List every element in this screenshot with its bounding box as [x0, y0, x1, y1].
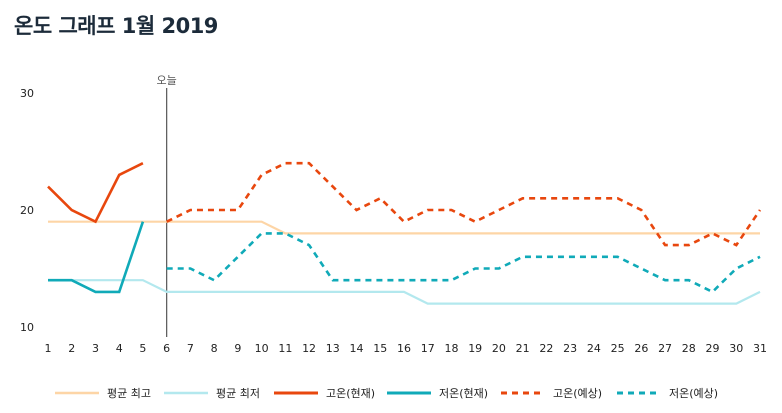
- x-tick-label: 11: [278, 342, 292, 355]
- series-layer: [47, 161, 762, 305]
- x-tick-label: 31: [753, 342, 767, 355]
- legend-label-4: 저온(현재): [439, 387, 488, 400]
- x-tick-label: 24: [587, 342, 601, 355]
- x-tick-label: 26: [634, 342, 648, 355]
- legend-label-6: 저온(예상): [669, 387, 718, 400]
- x-tick-label: 1: [45, 342, 52, 355]
- x-tick-label: 15: [373, 342, 387, 355]
- series-line-4: [48, 221, 145, 294]
- x-tick-label: 29: [706, 342, 720, 355]
- x-tick-label: 14: [350, 342, 364, 355]
- x-tick-label: 22: [539, 342, 553, 355]
- x-tick-label: 21: [516, 342, 530, 355]
- today-marker: 오늘: [157, 74, 177, 337]
- x-tick-label: 9: [234, 342, 241, 355]
- series-line-3: [47, 162, 144, 224]
- x-tick-label: 3: [92, 342, 99, 355]
- series-line-2: [48, 279, 761, 305]
- x-tick-label: 4: [116, 342, 123, 355]
- x-tick-label: 20: [492, 342, 506, 355]
- x-tick-label: 10: [255, 342, 269, 355]
- x-tick-label: 2: [68, 342, 75, 355]
- x-tick-label: 25: [611, 342, 625, 355]
- x-tick-label: 18: [444, 342, 458, 355]
- x-tick-label: 23: [563, 342, 577, 355]
- legend-label-5: 고온(예상): [553, 387, 602, 400]
- y-tick-label: 30: [20, 87, 34, 100]
- x-axis: 1 2 3 4 5 6 7 8 9 10 11 12 13 14 15 16 17 18 19 20 21 22 23 24 2…: [45, 342, 768, 355]
- today-label: 오늘: [157, 74, 177, 87]
- legend-label-3: 고온(현재): [326, 387, 375, 400]
- legend: 평균 최고 평균 최저 고온(현재) 저온(현재) 고온(예상) 저온(예상): [55, 387, 718, 400]
- x-tick-label: 12: [302, 342, 316, 355]
- x-tick-label: 7: [187, 342, 194, 355]
- x-tick-label: 30: [729, 342, 743, 355]
- x-tick-label: 5: [139, 342, 146, 355]
- y-tick-label: 10: [20, 321, 34, 334]
- x-tick-label: 16: [397, 342, 411, 355]
- x-tick-label: 27: [658, 342, 672, 355]
- legend-label-2: 평균 최저: [216, 387, 260, 400]
- x-tick-label: 6: [163, 342, 170, 355]
- x-tick-label: 13: [326, 342, 340, 355]
- y-tick-label: 20: [20, 204, 34, 217]
- series-line-5: [166, 161, 762, 247]
- series-line-6: [166, 232, 761, 294]
- x-tick-label: 17: [421, 342, 435, 355]
- y-axis: 10 20 30: [20, 87, 34, 334]
- legend-label-1: 평균 최고: [107, 387, 151, 400]
- x-tick-label: 8: [211, 342, 218, 355]
- chart-title: 온도 그래프 1월 2019: [14, 14, 218, 38]
- x-tick-label: 19: [468, 342, 482, 355]
- x-tick-label: 28: [682, 342, 696, 355]
